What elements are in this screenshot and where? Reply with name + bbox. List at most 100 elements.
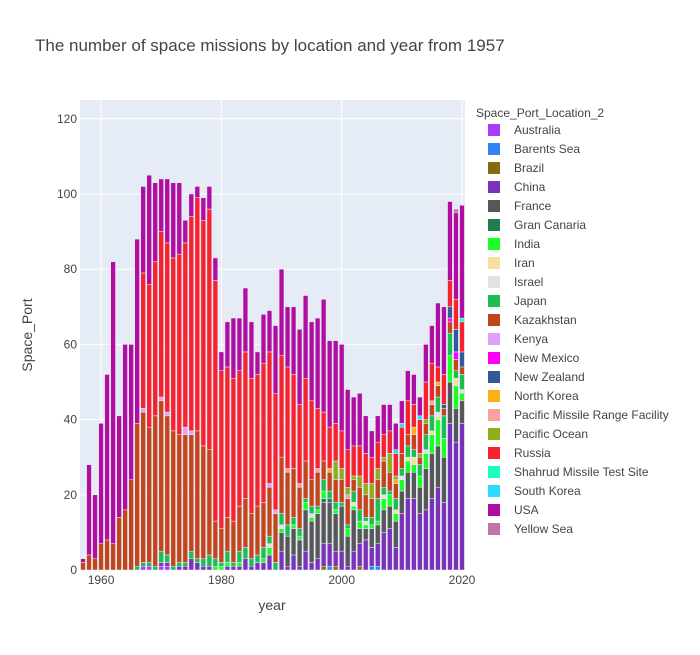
bar-segment[interactable]	[393, 453, 399, 477]
bar-segment[interactable]	[326, 502, 333, 544]
bar-segment[interactable]	[284, 468, 291, 473]
bar-segment[interactable]	[357, 487, 363, 511]
bar-segment[interactable]	[423, 381, 429, 420]
bar-segment[interactable]	[459, 423, 465, 571]
bar-segment[interactable]	[357, 543, 363, 567]
bar-segment[interactable]	[423, 449, 429, 454]
bar-segment[interactable]	[411, 426, 417, 435]
bar-segment[interactable]	[152, 565, 158, 571]
bar-segment[interactable]	[296, 487, 303, 529]
bar-segment[interactable]	[375, 520, 381, 526]
bar-segment[interactable]	[260, 362, 267, 503]
legend-item[interactable]: Japan	[514, 294, 547, 308]
bar-segment[interactable]	[435, 411, 441, 417]
bar-segment[interactable]	[411, 374, 417, 405]
bar-segment[interactable]	[254, 374, 261, 507]
bar-segment[interactable]	[441, 456, 447, 503]
bar-segment[interactable]	[158, 550, 164, 563]
bar-segment[interactable]	[320, 498, 327, 503]
bar-segment[interactable]	[399, 423, 405, 428]
bar-segment[interactable]	[333, 340, 339, 424]
bar-segment[interactable]	[399, 479, 405, 492]
bar-segment[interactable]	[242, 351, 249, 499]
bar-segment[interactable]	[236, 505, 243, 552]
bar-segment[interactable]	[333, 423, 339, 462]
bar-segment[interactable]	[248, 321, 255, 379]
bar-segment[interactable]	[339, 479, 345, 503]
bar-segment[interactable]	[212, 520, 219, 559]
bar-segment[interactable]	[351, 509, 357, 552]
bar-segment[interactable]	[266, 543, 273, 548]
bar-segment[interactable]	[140, 562, 146, 567]
legend-item[interactable]: New Mexico	[514, 351, 580, 365]
bar-segment[interactable]	[459, 393, 465, 402]
bar-segment[interactable]	[104, 539, 110, 571]
bar-segment[interactable]	[363, 415, 369, 454]
bar-segment[interactable]	[314, 509, 321, 514]
bar-segment[interactable]	[242, 547, 249, 559]
bar-segment[interactable]	[86, 464, 92, 556]
bar-segment[interactable]	[369, 498, 375, 518]
bar-segment[interactable]	[296, 539, 303, 567]
bar-segment[interactable]	[357, 445, 363, 477]
bar-segment[interactable]	[357, 509, 363, 522]
bar-segment[interactable]	[230, 377, 237, 522]
bar-segment[interactable]	[272, 393, 279, 511]
bar-segment[interactable]	[200, 558, 206, 567]
bar-segment[interactable]	[429, 404, 435, 417]
bar-segment[interactable]	[188, 550, 194, 559]
bar-segment[interactable]	[272, 562, 279, 571]
bar-segment[interactable]	[242, 287, 249, 353]
legend-item[interactable]: Yellow Sea	[514, 522, 573, 536]
bar-segment[interactable]	[429, 362, 435, 402]
bar-segment[interactable]	[453, 370, 459, 379]
bar-segment[interactable]	[357, 565, 363, 571]
bar-segment[interactable]	[351, 505, 357, 511]
bar-segment[interactable]	[339, 468, 345, 481]
bar-segment[interactable]	[339, 505, 345, 552]
bar-segment[interactable]	[170, 430, 176, 567]
bar-segment[interactable]	[405, 460, 411, 473]
bar-segment[interactable]	[188, 193, 194, 217]
bar-segment[interactable]	[339, 550, 345, 571]
bar-segment[interactable]	[459, 366, 465, 375]
legend-item[interactable]: Israel	[514, 275, 543, 289]
bar-segment[interactable]	[158, 231, 164, 398]
bar-segment[interactable]	[146, 562, 152, 567]
legend-swatch[interactable]	[488, 314, 500, 326]
bar-segment[interactable]	[393, 547, 399, 571]
bar-segment[interactable]	[453, 408, 459, 443]
bar-segment[interactable]	[357, 475, 363, 488]
legend-swatch[interactable]	[488, 466, 500, 478]
bar-segment[interactable]	[381, 509, 387, 533]
bar-segment[interactable]	[326, 340, 333, 428]
bar-segment[interactable]	[399, 513, 405, 571]
bar-segment[interactable]	[164, 411, 170, 417]
bar-segment[interactable]	[266, 487, 273, 537]
bar-segment[interactable]	[435, 385, 441, 398]
bar-segment[interactable]	[260, 314, 267, 364]
bar-segment[interactable]	[375, 543, 381, 567]
bar-segment[interactable]	[441, 438, 447, 458]
bar-segment[interactable]	[429, 434, 435, 454]
bar-segment[interactable]	[308, 321, 315, 402]
bar-segment[interactable]	[459, 321, 465, 353]
bar-segment[interactable]	[164, 242, 170, 413]
bar-segment[interactable]	[405, 370, 411, 402]
bar-segment[interactable]	[411, 449, 417, 458]
bar-segment[interactable]	[441, 502, 447, 571]
bar-segment[interactable]	[333, 565, 339, 571]
bar-segment[interactable]	[158, 565, 164, 571]
bar-segment[interactable]	[212, 257, 219, 281]
bar-segment[interactable]	[363, 517, 369, 522]
bar-segment[interactable]	[339, 430, 345, 469]
bar-segment[interactable]	[236, 550, 243, 563]
bar-segment[interactable]	[435, 381, 441, 387]
bar-segment[interactable]	[453, 441, 459, 571]
legend-swatch[interactable]	[488, 485, 500, 497]
bar-segment[interactable]	[284, 306, 291, 368]
bar-segment[interactable]	[290, 524, 297, 529]
bar-segment[interactable]	[459, 400, 465, 424]
legend-item[interactable]: France	[514, 199, 552, 213]
bar-segment[interactable]	[393, 479, 399, 484]
